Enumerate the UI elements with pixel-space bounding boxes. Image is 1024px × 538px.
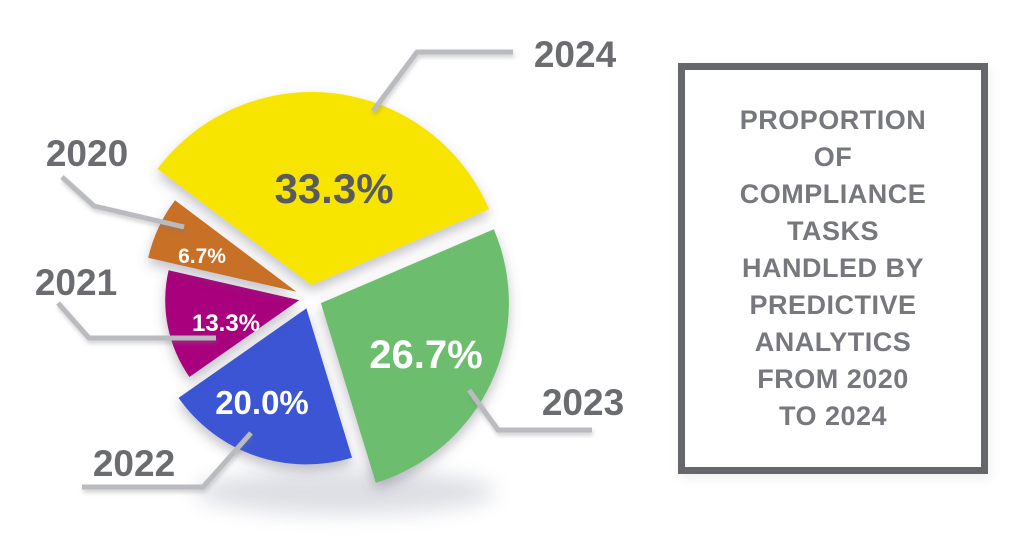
chart-title-box: PROPORTION OF COMPLIANCE TASKS HANDLED BY PRE… <box>678 63 988 474</box>
pct-label-2022: 20.0% <box>215 384 309 421</box>
chart-title-line: HANDLED BY <box>741 253 924 283</box>
pie-chart-figure: 33.3% 2024 26.7% 2023 20.0% 2022 13.3% 2021 6.7%… <box>35 34 624 514</box>
pie-slice-2021 <box>165 270 300 377</box>
leader-lines-layer <box>56 49 592 490</box>
chart-title-line: COMPLIANCE <box>739 179 927 209</box>
pct-label-2021: 13.3% <box>192 310 260 337</box>
chart-title-line: OF <box>813 142 853 172</box>
chart-title-line: FROM 2020 <box>757 364 909 394</box>
leader-line-2022 <box>82 431 253 490</box>
pie-chart: 33.3% 2024 26.7% 2023 20.0% 2022 13.3% 2021 6.7%… <box>35 34 624 514</box>
leader-line-2020 <box>60 175 185 230</box>
pie-slice-2020 <box>148 200 297 292</box>
pie-slices-layer <box>148 92 509 483</box>
pct-label-2023: 26.7% <box>369 333 482 377</box>
chart-title-line: PREDICTIVE <box>749 290 917 320</box>
pct-label-2024: 33.3% <box>274 165 393 212</box>
pct-label-2020: 6.7% <box>178 245 226 268</box>
chart-title-line: PROPORTION <box>739 105 927 135</box>
leader-line-2024 <box>370 49 513 113</box>
year-label-2024: 2024 <box>534 34 617 75</box>
pie-ground-shadow-layer <box>195 470 495 514</box>
chart-title-line: ANALYTICS <box>754 327 912 357</box>
chart-title-line: TASKS <box>786 216 879 246</box>
pie-slice-2022 <box>178 308 352 465</box>
year-label-2020: 2020 <box>46 133 128 174</box>
leader-line-2021 <box>56 301 216 341</box>
pie-slice-2024 <box>157 92 490 286</box>
year-label-2023: 2023 <box>542 382 624 423</box>
year-label-2021: 2021 <box>35 262 117 303</box>
pie-slice-2023 <box>320 229 509 483</box>
pie-labels-layer: 33.3% 2024 26.7% 2023 20.0% 2022 13.3% 2021 6.7%… <box>35 34 624 484</box>
leader-line-2023 <box>466 388 592 433</box>
chart-title-line: TO 2024 <box>778 401 888 431</box>
year-label-2022: 2022 <box>93 443 175 484</box>
pie-ground-shadow <box>195 470 495 514</box>
